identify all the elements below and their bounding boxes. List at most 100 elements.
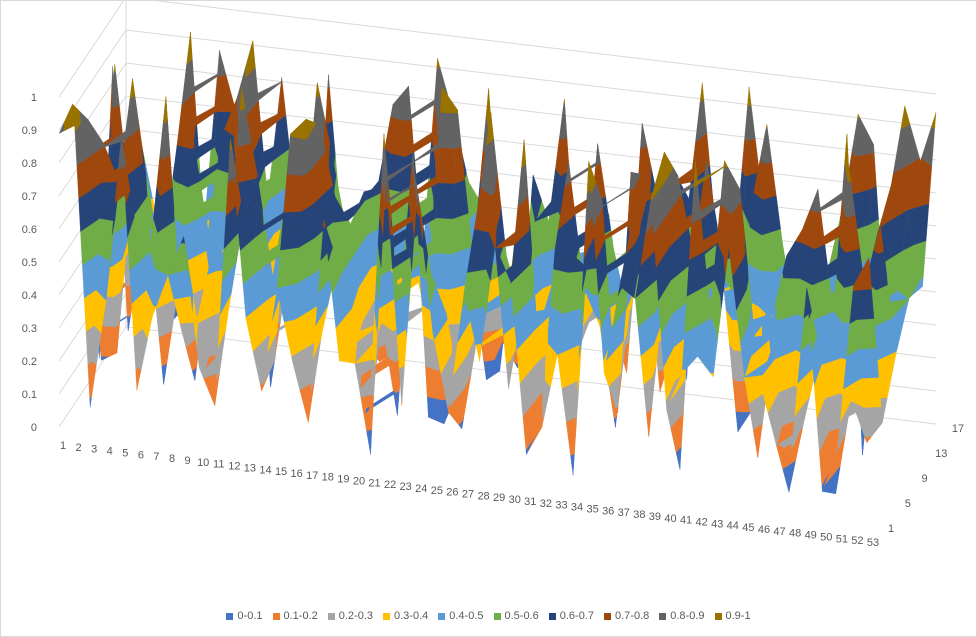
surface-band-0.9-1 <box>748 86 752 107</box>
surface-band-0.3-0.4 <box>218 293 232 348</box>
depth-tick-label: 17 <box>952 423 964 435</box>
surface-band-0.6-0.7 <box>410 217 428 272</box>
surface-band-0.6-0.7 <box>354 191 365 216</box>
legend-item: 0.5-0.6 <box>493 610 539 622</box>
legend-item: 0.1-0.2 <box>272 610 318 622</box>
x-tick-label: 53 <box>867 537 879 549</box>
surface-band-0.8-0.9 <box>218 50 227 77</box>
depth-tick-label: 9 <box>921 473 927 485</box>
x-tick-label: 50 <box>820 531 832 543</box>
surface-band-0.9-1 <box>164 96 168 124</box>
surface-band-0.9-1 <box>900 105 911 130</box>
surface-band-0.7-0.8 <box>325 87 333 125</box>
x-tick-label: 22 <box>384 479 396 491</box>
surface-band-0.6-0.7 <box>255 202 263 238</box>
x-tick-label: 15 <box>275 466 287 478</box>
surface-band-0.5-0.6 <box>886 274 910 319</box>
surface-band-0.8-0.9 <box>439 112 458 149</box>
x-tick-label: 6 <box>138 449 144 461</box>
surface-band-0.4-0.5 <box>858 347 879 379</box>
x-tick-label: 9 <box>185 455 191 467</box>
x-tick-label: 52 <box>851 535 863 547</box>
surface-band-0.3-0.4 <box>861 377 882 408</box>
gridline <box>58 0 937 98</box>
legend-item: 0.7-0.8 <box>604 610 649 622</box>
x-tick-label: 18 <box>322 472 334 484</box>
surface-band-0.6-0.7 <box>280 211 302 251</box>
surface-band-0.7-0.8 <box>879 183 906 228</box>
x-tick-label: 14 <box>259 464 271 476</box>
z-tick-label: 0.4 <box>22 290 37 302</box>
surface-band-0.7-0.8 <box>283 174 304 213</box>
surface-band-0.9-1 <box>766 124 768 129</box>
x-tick-label: 41 <box>680 515 692 527</box>
x-tick-label: 30 <box>509 494 521 506</box>
surface-band-0.6-0.7 <box>581 238 594 292</box>
x-tick-label: 24 <box>415 483 427 495</box>
legend-item: 0.6-0.7 <box>548 610 594 622</box>
surface-band-0.9-1 <box>521 139 526 169</box>
surface-band-0.8-0.9 <box>327 74 330 89</box>
surface-band-0.2-0.3 <box>666 380 685 428</box>
z-tick-label: 0.8 <box>22 158 37 170</box>
x-tick-label: 16 <box>291 468 303 480</box>
surface-band-0.7-0.8 <box>723 225 743 276</box>
x-tick-label: 43 <box>711 518 723 530</box>
x-tick-label: 48 <box>789 528 801 540</box>
surface-band-0.4-0.5 <box>432 313 448 341</box>
x-tick-label: 3 <box>91 444 97 456</box>
surface-band-0.1-0.2 <box>99 325 118 357</box>
surface-band-0.7-0.8 <box>795 229 803 244</box>
legend-item: 0.3-0.4 <box>383 610 428 622</box>
legend-swatch <box>493 612 501 620</box>
legend-item: 0.2-0.3 <box>327 610 373 622</box>
surface-band-0.8-0.9 <box>731 189 742 215</box>
surface-band-0.8-0.9 <box>816 189 821 213</box>
surface-band-0.8-0.9 <box>640 123 647 150</box>
surface-band-0.6-0.7 <box>853 288 875 320</box>
z-tick-label: 0 <box>31 422 37 434</box>
x-tick-label: 21 <box>368 477 380 489</box>
surface-band-0.9-1 <box>931 112 937 130</box>
x-tick-label: 11 <box>213 459 224 471</box>
legend-swatch <box>659 612 667 620</box>
surface-band-0.7-0.8 <box>412 183 424 239</box>
surface-band-0.2-0.3 <box>370 323 395 377</box>
z-tick-label: 1 <box>31 92 37 104</box>
surface-band-0.8-0.9 <box>408 67 438 120</box>
surface-band-0.9-1 <box>848 168 851 183</box>
legend-item: 0.8-0.9 <box>659 610 705 622</box>
surface-band-0.7-0.8 <box>323 220 326 228</box>
surface-band-0.8-0.9 <box>417 194 419 207</box>
legend-item: 0-0.1 <box>226 610 263 622</box>
surface-band-0.2-0.3 <box>863 406 883 438</box>
x-tick-label: 4 <box>107 446 113 458</box>
z-tick-label: 0.1 <box>22 389 37 401</box>
x-tick-label: 40 <box>664 513 676 525</box>
surface-band-0.3-0.4 <box>313 305 328 359</box>
surface-band-0.9-1 <box>436 58 441 69</box>
surface-band-0.2-0.3 <box>791 396 810 449</box>
surface-band-0.8-0.9 <box>406 86 412 122</box>
surface-band-0-0.1 <box>161 363 168 385</box>
x-tick-label: 12 <box>228 461 240 473</box>
surface-band-0.1-0.2 <box>866 436 872 444</box>
x-tick-label: 47 <box>773 526 785 538</box>
legend-label: 0.5-0.6 <box>504 610 539 622</box>
z-tick-label: 0.9 <box>22 125 37 137</box>
legend-swatch <box>226 612 234 620</box>
legend-swatch <box>383 612 390 620</box>
x-tick-label: 31 <box>524 496 536 508</box>
surface-band-0.8-0.9 <box>873 144 875 154</box>
surface-band-0.4-0.5 <box>762 344 776 376</box>
surface-band-0.9-1 <box>114 64 116 73</box>
surface-band-0.8-0.9 <box>286 136 306 176</box>
surface-band-0.6-0.7 <box>534 218 536 223</box>
surface-band-0.9-1 <box>290 118 307 140</box>
z-tick-label: 0.5 <box>22 257 37 269</box>
x-tick-label: 5 <box>122 447 128 459</box>
surface-band-0.3-0.4 <box>709 372 714 378</box>
surface-band-0.9-1 <box>588 161 597 194</box>
x-tick-label: 8 <box>169 453 175 465</box>
